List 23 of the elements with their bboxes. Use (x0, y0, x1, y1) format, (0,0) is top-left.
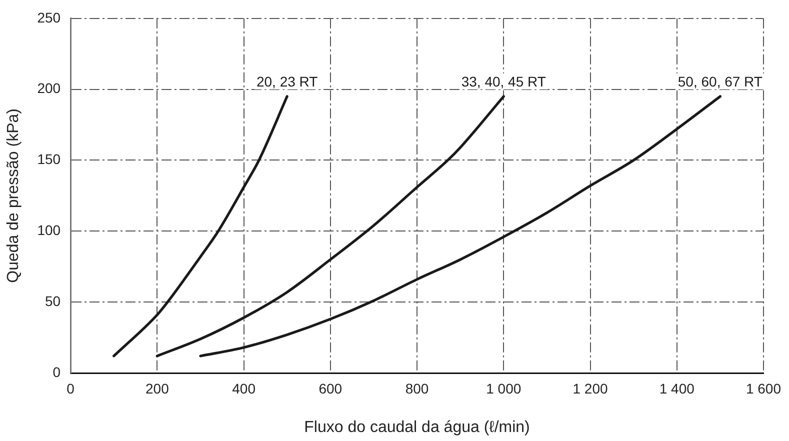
line-series (199, 95, 722, 358)
y-tick-label: 0 (52, 364, 61, 380)
x-tick-label: 400 (232, 380, 256, 396)
x-tick-label: 1 600 (746, 380, 782, 396)
series-label: 50, 60, 67 RT (678, 73, 763, 90)
y-tick-label: 200 (37, 80, 61, 96)
y-tick-label: 250 (37, 9, 61, 26)
series-label: 33, 40, 45 RT (461, 73, 546, 90)
y-axis-title: Queda de pressão (kPa) (5, 108, 22, 283)
x-tick-label: 1 000 (486, 380, 522, 396)
y-tick-label: 50 (44, 292, 61, 309)
series-label: 20, 23 RT (256, 73, 318, 90)
x-tick-label: 800 (405, 380, 429, 396)
x-tick-label: 0 (66, 380, 75, 396)
line-series (112, 95, 288, 358)
x-tick-label: 1 400 (659, 380, 695, 396)
y-tick-label: 100 (37, 222, 61, 238)
x-tick-label: 1 200 (572, 380, 608, 396)
x-tick-label: 600 (318, 380, 342, 396)
x-tick-label: 200 (145, 380, 170, 396)
x-axis-title: Fluxo do caudal da água (ℓ/min) (304, 418, 530, 436)
line-series (156, 95, 505, 358)
y-tick-label: 150 (37, 151, 61, 168)
